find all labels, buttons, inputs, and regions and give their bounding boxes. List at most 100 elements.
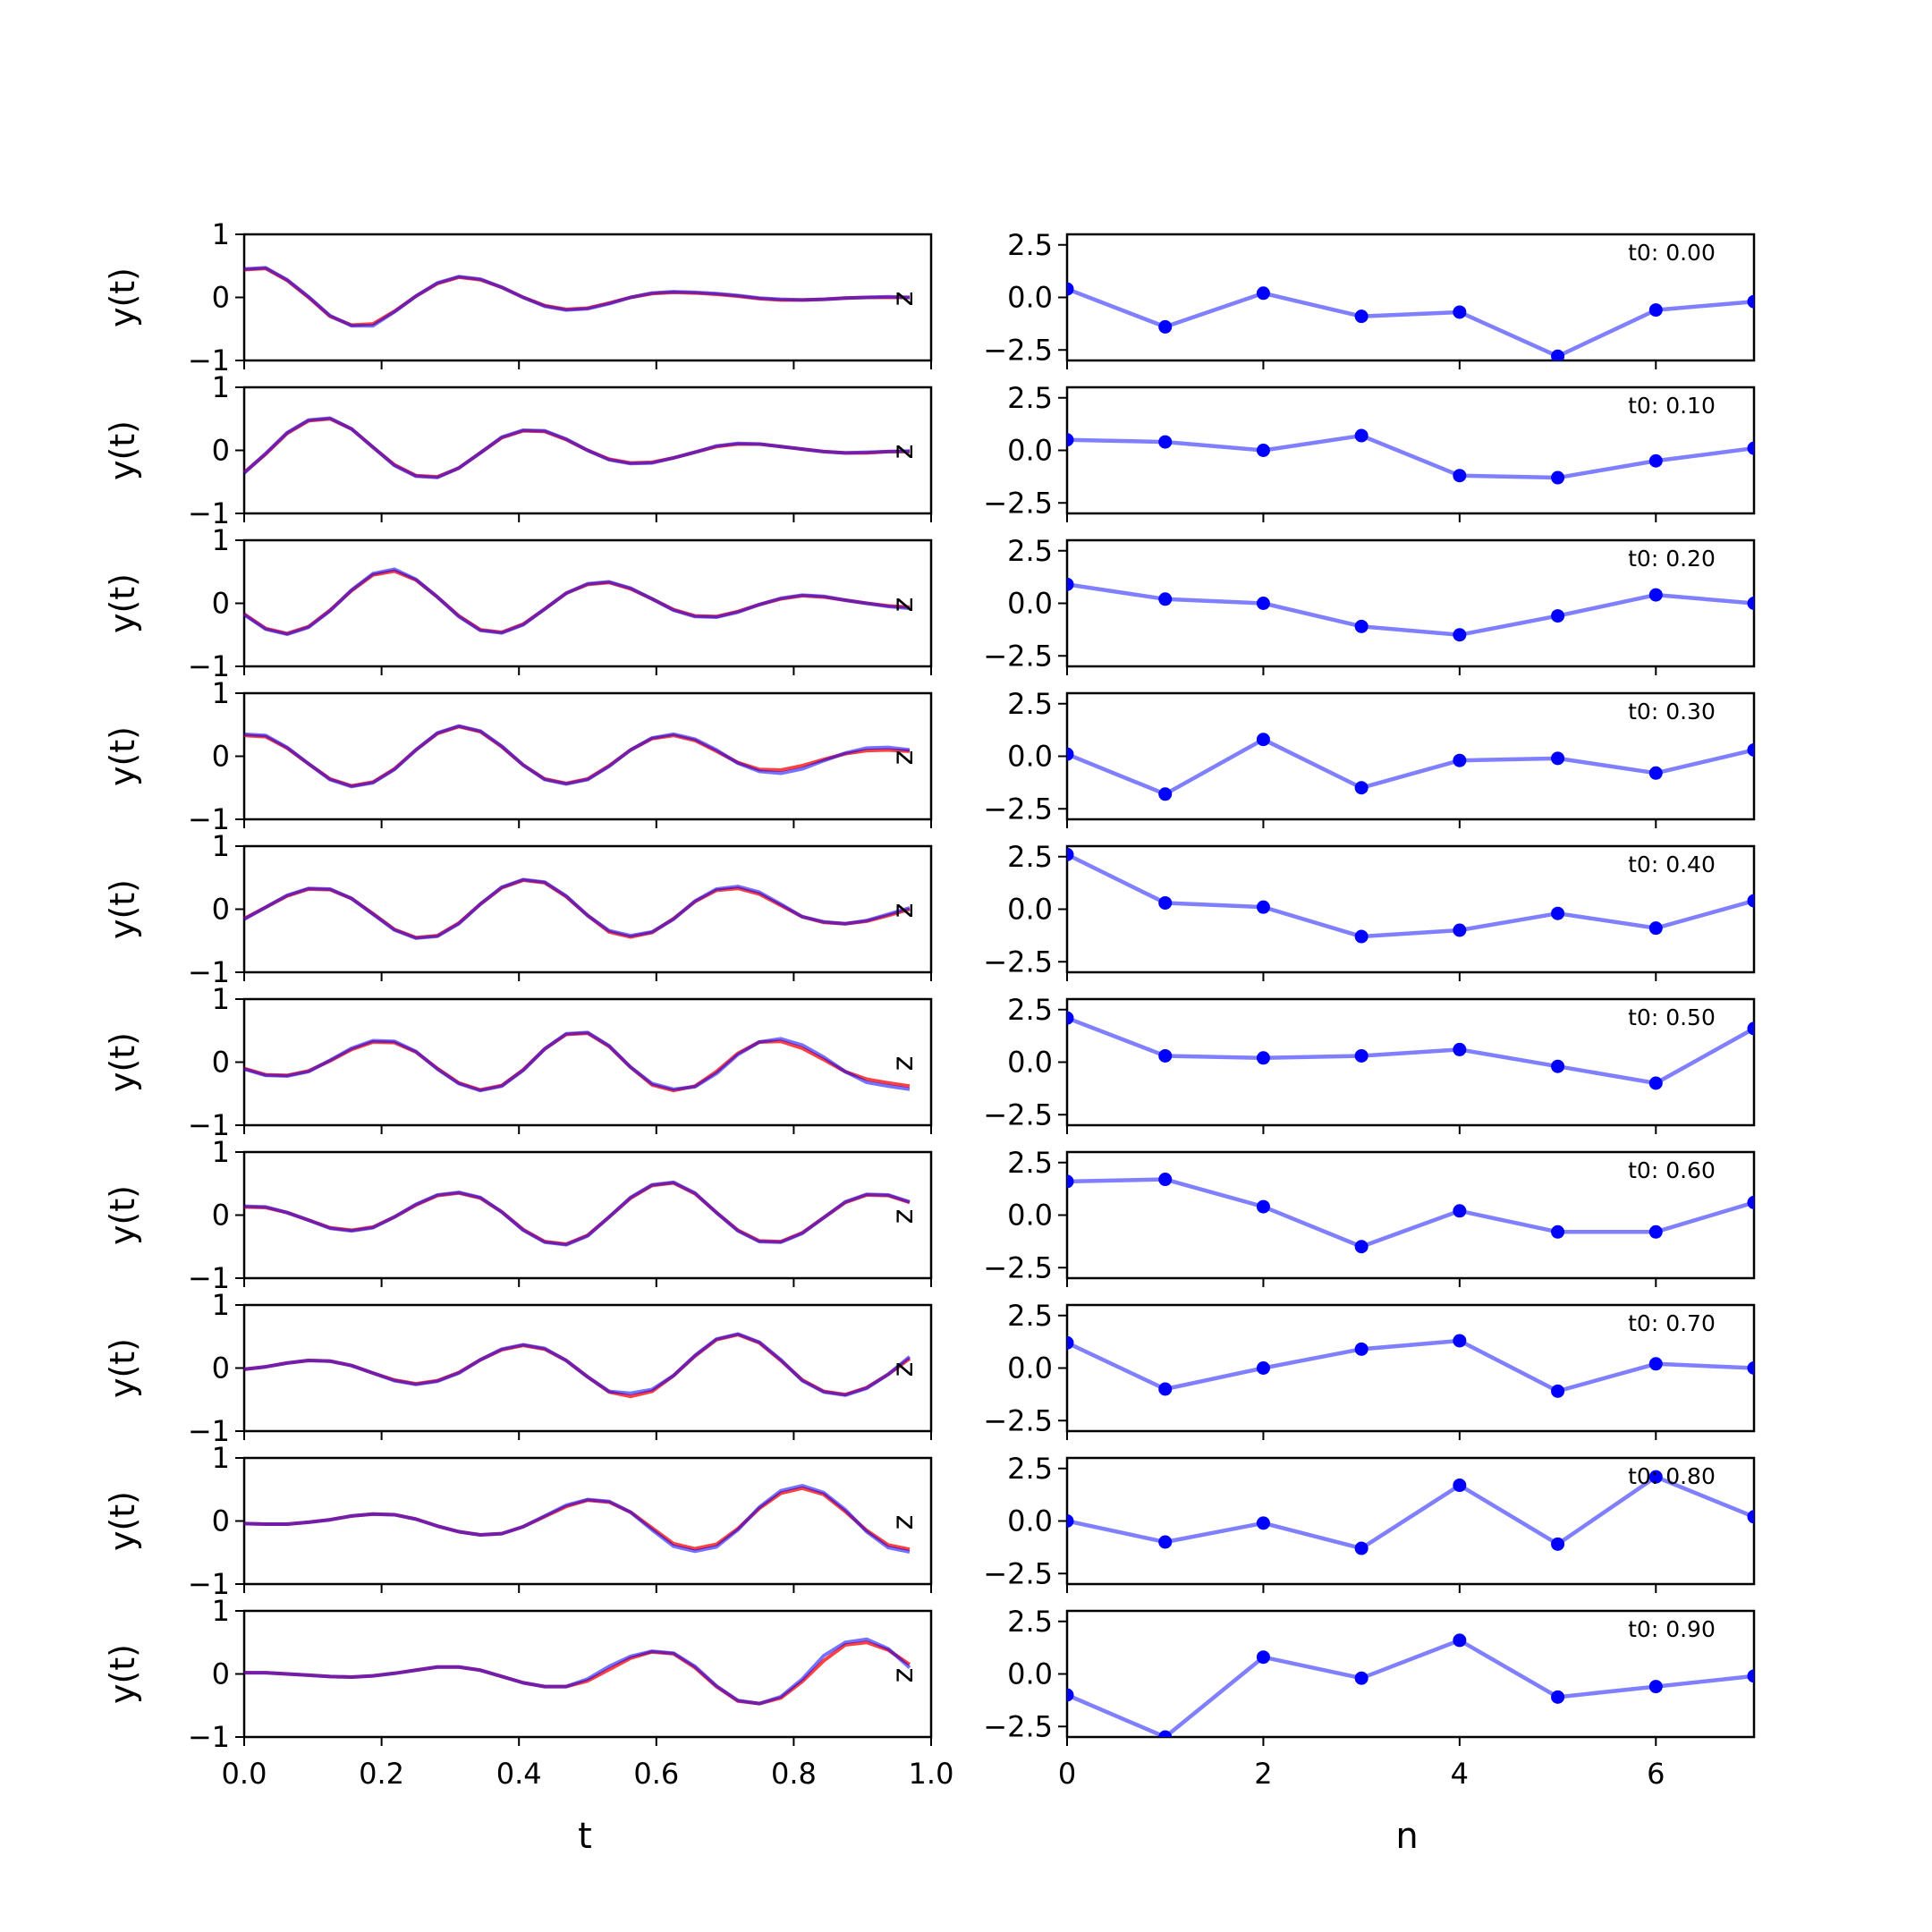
coef-series-line (1067, 287, 1754, 359)
coef-data-point (1067, 1688, 1074, 1702)
coef-data-point (1551, 470, 1565, 485)
panel-t0-label: t0: 0.80 (1628, 1463, 1716, 1489)
coef-data-point (1747, 1510, 1754, 1524)
coef-series-group (1067, 1470, 1754, 1555)
coef-y-tick-label: −2.5 (983, 945, 1053, 979)
x-axis-label-t: t (578, 1816, 592, 1857)
coef-data-point (1453, 1204, 1467, 1218)
coef-data-point (1067, 1011, 1074, 1025)
coef-data-point (1354, 1541, 1368, 1555)
signal-x-tick-label: 0.6 (633, 1757, 679, 1791)
coef-series-line (1067, 1474, 1754, 1551)
subplot-row: −1 0 1 y(t) z 2.5 0.0 −2.5 t0: 0.20 (103, 523, 1756, 683)
coef-data-point (1067, 747, 1074, 761)
coef-data-point (1067, 1514, 1074, 1528)
side-label-z: z (886, 1209, 919, 1224)
signal-y-tick-label: 0 (212, 1046, 230, 1080)
signal-y-tick-label: 0 (212, 587, 230, 621)
signal-axes-frame (242, 997, 933, 1127)
coef-data-point (1256, 597, 1270, 610)
signal-y-axis-label: y(t) (103, 573, 142, 633)
coef-data-point (1648, 1470, 1663, 1484)
coef-data-point (1648, 303, 1663, 318)
signal-y-axis-label: y(t) (103, 726, 142, 786)
x-axis-label-n: n (1395, 1816, 1418, 1857)
signal-y-axis-label: y(t) (103, 1644, 142, 1704)
signal-series-blue (243, 1030, 911, 1093)
coef-y-tick-label: −2.5 (983, 639, 1053, 673)
coef-data-point (1256, 1361, 1270, 1375)
coef-y-tick-label: 2.5 (1007, 1605, 1053, 1639)
coef-data-point (1648, 1076, 1663, 1090)
coef-data-point (1354, 309, 1368, 324)
subplot-row: −1 0 1 y(t) z 2.5 0.0 −2.5 t0: 0.40 (103, 829, 1756, 989)
coef-series-group (1067, 1173, 1754, 1254)
coef-data-point (1551, 349, 1565, 360)
signal-y-tick-label: 1 (212, 1594, 230, 1628)
side-label-z: z (886, 750, 919, 766)
coef-y-tick-label: 2.5 (1007, 993, 1053, 1027)
coef-data-point (1648, 1357, 1663, 1371)
signal-series-blue (243, 1484, 911, 1555)
signal-y-axis-label: y(t) (103, 420, 142, 480)
coef-data-point (1354, 1671, 1368, 1685)
coef-data-point (1067, 847, 1074, 861)
coef-data-point (1648, 766, 1663, 780)
coef-series-group (1067, 577, 1754, 642)
coef-series-group (1067, 282, 1754, 360)
signal-y-tick-label: −1 (188, 1720, 230, 1754)
coef-y-tick-label: 2.5 (1007, 687, 1053, 721)
coef-data-point (1747, 1195, 1754, 1209)
signal-y-tick-label: −1 (188, 343, 230, 377)
signal-y-tick-label: 1 (212, 1288, 230, 1322)
coef-data-point (1747, 1021, 1754, 1036)
signal-series-blue (242, 416, 911, 479)
signal-y-tick-label: 0 (212, 281, 230, 315)
coef-data-point (1067, 1174, 1074, 1189)
signal-y-tick-label: −1 (188, 1414, 230, 1448)
coef-y-tick-label: 0.0 (1007, 740, 1053, 774)
coef-data-point (1067, 577, 1074, 591)
coef-data-point (1747, 894, 1754, 908)
coef-axes-frame (1065, 538, 1756, 668)
signal-y-tick-label: −1 (188, 1567, 230, 1601)
coef-y-tick-label: −2.5 (983, 1556, 1053, 1590)
signal-axes-frame (242, 1456, 933, 1586)
coef-y-tick-label: 2.5 (1007, 840, 1053, 874)
coef-y-tick-label: −2.5 (983, 1403, 1053, 1437)
coef-series-line (1067, 1016, 1754, 1086)
coef-data-point (1648, 1680, 1663, 1694)
signal-y-axis-label: y(t) (103, 1491, 142, 1551)
coef-series-group (1067, 847, 1754, 944)
coef-data-point (1747, 441, 1754, 455)
signal-axes-frame (242, 538, 933, 668)
coef-axes-frame (1065, 386, 1756, 515)
coef-data-point (1067, 282, 1074, 296)
signal-axes-frame (242, 1150, 933, 1280)
coef-y-tick-label: 0.0 (1007, 281, 1053, 315)
coef-y-tick-label: 0.0 (1007, 434, 1053, 468)
signal-y-tick-label: 0 (212, 1657, 230, 1691)
signal-y-tick-label: 1 (212, 982, 230, 1016)
coef-y-tick-label: 2.5 (1007, 1452, 1053, 1486)
signal-x-tick-label: 0.0 (222, 1757, 267, 1791)
side-label-z: z (886, 1515, 919, 1530)
coef-x-tick-label: 0 (1058, 1757, 1076, 1791)
subplot-row: −1 0 1 y(t) z 2.5 0.0 −2.5 t0: 0.30 (103, 676, 1756, 836)
panel-t0-label: t0: 0.60 (1628, 1157, 1716, 1183)
coef-data-point (1551, 1384, 1565, 1398)
coef-data-point (1453, 628, 1467, 642)
coef-data-point (1453, 923, 1467, 937)
coef-data-point (1453, 1479, 1467, 1493)
coef-data-point (1067, 433, 1074, 447)
coef-y-tick-label: −2.5 (983, 486, 1053, 520)
signal-y-tick-label: −1 (188, 1108, 230, 1142)
coef-y-tick-label: 2.5 (1007, 534, 1053, 568)
signal-y-tick-label: 1 (212, 370, 230, 404)
coef-axes-frame (1065, 1609, 1756, 1739)
coef-data-point (1158, 787, 1173, 801)
signal-y-tick-label: −1 (188, 496, 230, 530)
coef-data-point (1551, 906, 1565, 920)
side-label-z: z (886, 1668, 919, 1683)
coef-axes-frame (1065, 1150, 1756, 1280)
